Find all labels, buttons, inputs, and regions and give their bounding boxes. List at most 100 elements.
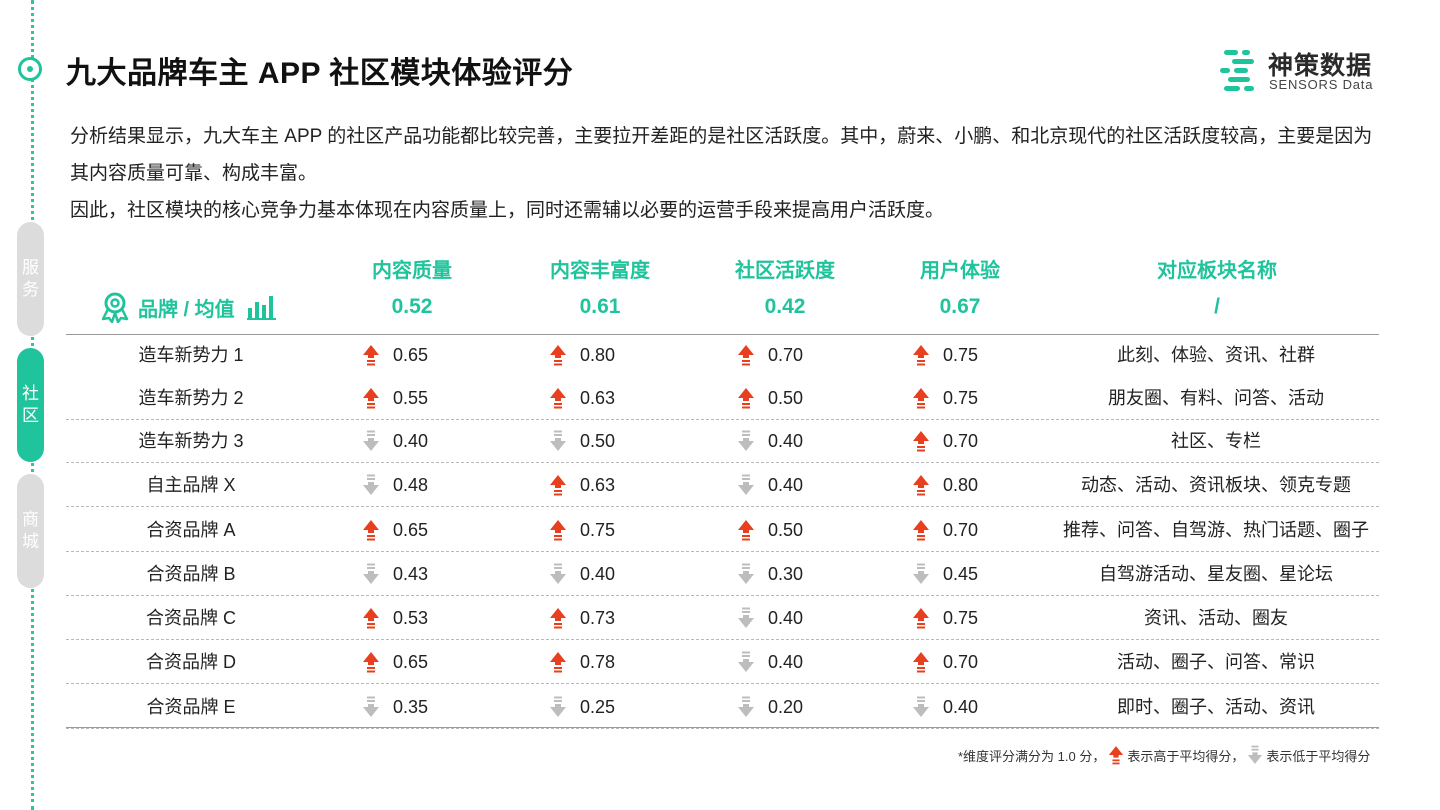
arrow-up-icon <box>738 520 754 541</box>
score-cell: 0.25 <box>549 685 615 729</box>
side-tab-community[interactable]: 社区 <box>17 348 44 462</box>
arrow-down-icon <box>913 696 929 717</box>
analysis-line-2: 因此，社区模块的核心竞争力基本体现在内容质量上，同时还需辅以必要的运营手段来提高… <box>70 200 945 221</box>
arrow-down-icon <box>363 696 379 717</box>
module-names: 推荐、问答、自驾游、热门话题、圈子 <box>1063 520 1369 540</box>
table-row: 合资品牌 E 0.35 0.25 0.20 0.40 即时、圈子、活动、资讯 <box>66 685 1379 729</box>
arrow-up-icon <box>363 520 379 541</box>
score-value: 0.75 <box>943 607 979 628</box>
score-cell: 0.50 <box>737 508 803 552</box>
side-tab-service[interactable]: 服务 <box>17 222 44 336</box>
score-value: 0.20 <box>768 696 804 717</box>
arrow-down-icon <box>550 430 566 451</box>
brand-name: 自主品牌 X <box>146 475 236 495</box>
score-value: 0.53 <box>393 607 429 628</box>
score-value: 0.40 <box>768 430 804 451</box>
score-value: 0.40 <box>768 607 804 628</box>
table-row: 自主品牌 X 0.48 0.63 0.40 0.80 动态、活动、资讯板块、领克专题 <box>66 463 1379 507</box>
column-average: 0.42 <box>764 295 806 318</box>
score-cell: 0.80 <box>549 333 615 377</box>
score-value: 0.40 <box>943 696 979 717</box>
score-value: 0.55 <box>393 387 429 408</box>
brand-name: 合资品牌 A <box>146 520 236 540</box>
brand-average-header: 品牌 / 均值 <box>100 290 277 324</box>
score-cell: 0.75 <box>549 508 615 552</box>
arrow-down-icon <box>738 696 754 717</box>
footnote-part-1: *维度评分满分为 1.0 分， <box>958 748 1106 764</box>
table-row: 合资品牌 D 0.65 0.78 0.40 0.70 活动、圈子、问答、常识 <box>66 640 1379 684</box>
module-names: 自驾游活动、星友圈、星论坛 <box>1099 564 1333 584</box>
score-cell: 0.40 <box>549 552 615 596</box>
score-cell: 0.63 <box>549 463 615 507</box>
table-row: 合资品牌 C 0.53 0.73 0.40 0.75 资讯、活动、圈友 <box>66 596 1379 640</box>
arrow-down-icon <box>738 563 754 584</box>
score-cell: 0.43 <box>362 552 428 596</box>
footnote: *维度评分满分为 1.0 分， 表示高于平均得分， 表示低于平均得分 <box>958 745 1370 765</box>
brand-average-label: 品牌 / 均值 <box>138 298 235 321</box>
score-value: 0.80 <box>943 474 979 495</box>
score-cell: 0.40 <box>362 419 428 463</box>
row-divider <box>66 683 1379 684</box>
arrow-up-icon <box>550 388 566 409</box>
score-value: 0.40 <box>393 430 429 451</box>
score-value: 0.70 <box>768 344 804 365</box>
score-cell: 0.50 <box>549 419 615 463</box>
score-cell: 0.30 <box>737 552 803 596</box>
column-average: / <box>1214 295 1220 318</box>
score-value: 0.65 <box>393 651 429 672</box>
score-value: 0.75 <box>943 387 979 408</box>
arrow-down-icon <box>363 563 379 584</box>
arrow-down-icon <box>550 696 566 717</box>
arrow-down-icon <box>550 563 566 584</box>
score-cell: 0.45 <box>912 552 978 596</box>
arrow-up-icon <box>913 388 929 409</box>
footnote-part-3: 表示低于平均得分 <box>1266 748 1371 764</box>
score-value: 0.65 <box>393 344 429 365</box>
side-tab-mall[interactable]: 商城 <box>17 474 44 588</box>
score-cell: 0.40 <box>737 463 803 507</box>
score-cell: 0.40 <box>737 419 803 463</box>
score-value: 0.75 <box>943 344 979 365</box>
score-value: 0.45 <box>943 563 979 584</box>
module-names: 此刻、体验、资讯、社群 <box>1117 345 1315 365</box>
score-value: 0.75 <box>580 519 616 540</box>
arrow-up-icon <box>363 388 379 409</box>
score-value: 0.63 <box>580 474 616 495</box>
arrow-down-icon <box>738 607 754 628</box>
score-cell: 0.65 <box>362 333 428 377</box>
sensors-data-logo: 神策数据 SENSORS Data <box>1220 46 1385 96</box>
arrow-up-icon <box>738 345 754 366</box>
score-cell: 0.70 <box>912 508 978 552</box>
arrow-up-icon <box>1109 746 1124 765</box>
score-cell: 0.70 <box>912 419 978 463</box>
arrow-up-icon <box>550 520 566 541</box>
arrow-down-icon <box>738 430 754 451</box>
arrow-up-icon <box>913 475 929 496</box>
arrow-up-icon <box>550 608 566 629</box>
score-value: 0.70 <box>943 651 979 672</box>
arrow-up-icon <box>550 475 566 496</box>
brand-name: 合资品牌 D <box>146 652 236 672</box>
arrow-down-icon <box>1248 745 1263 764</box>
score-value: 0.73 <box>580 607 616 628</box>
bar-chart-icon <box>246 296 276 320</box>
column-average: 0.52 <box>391 295 433 318</box>
score-cell: 0.53 <box>362 596 428 640</box>
column-header: 内容质量 <box>372 260 452 282</box>
score-cell: 0.40 <box>737 596 803 640</box>
score-value: 0.40 <box>768 651 804 672</box>
brand-name: 合资品牌 B <box>146 564 236 584</box>
score-cell: 0.75 <box>912 333 978 377</box>
module-names: 即时、圈子、活动、资讯 <box>1117 697 1315 717</box>
arrow-up-icon <box>913 345 929 366</box>
arrow-up-icon <box>363 345 379 366</box>
arrow-up-icon <box>913 431 929 452</box>
brand-name: 合资品牌 C <box>146 608 236 628</box>
row-divider <box>66 506 1379 507</box>
header-divider <box>66 334 1379 335</box>
table-row: 造车新势力 2 0.55 0.63 0.50 0.75 朋友圈、有料、问答、活动 <box>66 376 1379 420</box>
brand-name: 合资品牌 E <box>146 697 236 717</box>
rail-marker-icon <box>18 57 42 81</box>
row-divider <box>66 419 1379 420</box>
score-cell: 0.55 <box>362 376 428 420</box>
